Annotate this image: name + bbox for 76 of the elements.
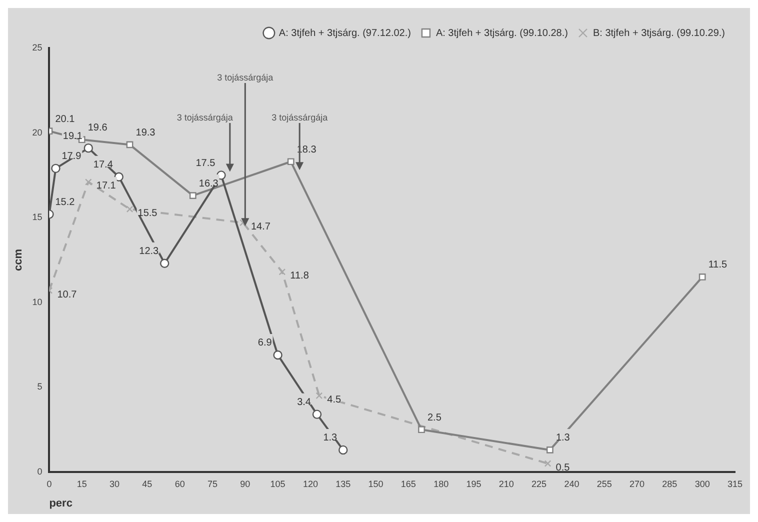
y-tick-label: 5	[37, 382, 42, 392]
data-label: 17.1	[96, 180, 116, 192]
x-tick-label: 150	[368, 478, 384, 489]
x-tick-label: 300	[694, 478, 710, 489]
point	[273, 350, 282, 360]
legend-label: A: 3tjfeh + 3tjsárg. (97.12.02.)	[278, 28, 411, 39]
x-tick-label: 135	[336, 478, 351, 489]
point	[84, 178, 92, 186]
point	[312, 410, 322, 419]
x-tick-label: 240	[564, 478, 580, 489]
point	[126, 206, 134, 213]
point	[84, 143, 93, 153]
point	[544, 460, 552, 467]
data-label: 19.3	[136, 127, 156, 138]
data-label: 11.8	[290, 270, 310, 282]
data-label: 2.5	[427, 412, 442, 424]
y-tick-label: 10	[32, 296, 42, 307]
x-tick-label: 0	[46, 478, 52, 489]
data-label: 4.5	[327, 394, 342, 406]
point	[189, 192, 196, 199]
x-tick-label: 255	[596, 478, 612, 489]
data-label: 20.1	[55, 114, 76, 125]
data-label: 19.1	[62, 130, 83, 142]
data-label: 17.9	[62, 151, 82, 162]
annotation: 3 tojássárgája	[272, 112, 328, 122]
annotation: 3 tojássárgája	[176, 112, 233, 122]
legend-label: A: 3tjfeh + 3tjsárg. (99.10.28.)	[436, 28, 568, 39]
data-label: 16.3	[198, 178, 219, 190]
data-label: 1.3	[323, 432, 338, 444]
point	[338, 445, 348, 455]
point	[698, 274, 706, 280]
x-tick-label: 210	[498, 478, 514, 489]
point	[546, 446, 554, 454]
x-tick-label: 315	[727, 478, 743, 489]
x-tick-label: 30	[110, 478, 120, 489]
y-tick-label: 15	[32, 212, 42, 222]
point	[51, 164, 60, 174]
x-tick-label: 90	[240, 478, 250, 489]
x-tick-label: 195	[466, 478, 482, 489]
data-label: 10.7	[57, 289, 78, 300]
x-tick-label: 75	[207, 478, 218, 489]
point	[316, 392, 323, 400]
x-tick-label: 105	[270, 478, 286, 489]
annotation: 3 tojássárgája	[217, 72, 274, 82]
point	[287, 158, 294, 166]
data-label: 15.2	[55, 196, 76, 208]
x-axis-title: perc	[49, 497, 72, 510]
y-tick-label: 25	[32, 42, 42, 52]
x-tick-label: 270	[630, 478, 645, 489]
point	[278, 268, 286, 276]
x-tick-label: 45	[142, 478, 152, 489]
data-label: 19.6	[88, 122, 108, 134]
point	[418, 426, 425, 434]
y-tick-label: 20	[32, 127, 42, 138]
data-label: 3.4	[297, 397, 312, 408]
x-tick-label: 120	[302, 478, 318, 489]
data-label: 6.9	[258, 338, 272, 349]
legend-label: B: 3tjfeh + 3tjsárg. (99.10.29.)	[592, 28, 726, 39]
point	[160, 258, 170, 268]
point	[126, 141, 134, 148]
y-tick-label: 0	[37, 466, 42, 476]
data-label: 17.4	[93, 160, 114, 171]
data-label: 15.5	[138, 208, 158, 219]
data-label: 0.5	[556, 462, 570, 474]
data-label: 1.3	[556, 432, 570, 444]
x-tick-label: 180	[434, 478, 449, 489]
y-axis-title: ccm	[12, 248, 25, 272]
x-tick-label: 60	[174, 478, 185, 489]
data-label: 12.3	[139, 246, 160, 258]
x-tick-label: 15	[76, 478, 87, 489]
data-label: 14.7	[250, 221, 271, 232]
data-label: 11.5	[708, 260, 728, 271]
x-tick-label: 285	[662, 478, 678, 489]
x-tick-label: 165	[400, 478, 416, 489]
x-tick-label: 225	[532, 478, 547, 489]
data-label: 17.5	[196, 158, 216, 169]
